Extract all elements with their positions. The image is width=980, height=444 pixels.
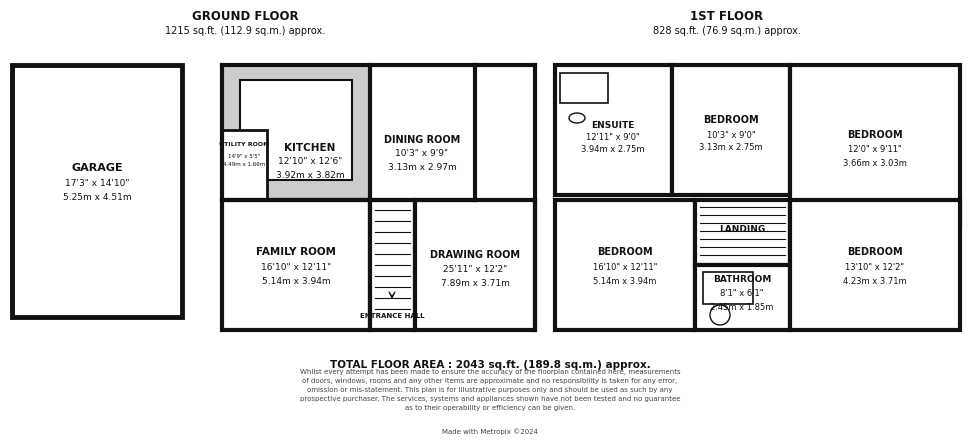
Text: 1ST FLOOR: 1ST FLOOR [691,11,763,24]
Text: 4.23m x 3.71m: 4.23m x 3.71m [843,277,906,285]
Bar [12,65,182,317]
Text: DINING ROOM: DINING ROOM [384,135,461,145]
Text: BEDROOM: BEDROOM [704,115,759,125]
Bar [672,65,790,195]
Bar [555,65,672,195]
Bar [222,65,370,203]
Text: GROUND FLOOR: GROUND FLOOR [192,11,298,24]
Text: 2.45m x 1.85m: 2.45m x 1.85m [710,302,773,312]
Text: ENSUITE: ENSUITE [591,120,635,130]
Text: TOTAL FLOOR AREA : 2043 sq.ft. (189.8 sq.m.) approx.: TOTAL FLOOR AREA : 2043 sq.ft. (189.8 sq… [329,360,651,370]
Bar [415,200,535,330]
Text: 4.49m x 1.66m: 4.49m x 1.66m [222,163,266,167]
Text: 5.25m x 4.51m: 5.25m x 4.51m [63,193,131,202]
Text: 7.89m x 3.71m: 7.89m x 3.71m [441,280,510,289]
Bar [370,200,415,330]
Text: 12'10" x 12'6": 12'10" x 12'6" [277,158,342,166]
Text: 1215 sq.ft. (112.9 sq.m.) approx.: 1215 sq.ft. (112.9 sq.m.) approx. [165,26,325,36]
Bar [790,65,960,225]
Text: 3.94m x 2.75m: 3.94m x 2.75m [581,146,645,155]
Bar [560,73,608,103]
Text: BEDROOM: BEDROOM [597,247,653,257]
Bar [222,200,370,330]
Text: 3.13m x 2.75m: 3.13m x 2.75m [699,143,762,152]
Text: 12'11" x 9'0": 12'11" x 9'0" [586,134,640,143]
Bar [703,272,753,304]
Text: 828 sq.ft. (76.9 sq.m.) approx.: 828 sq.ft. (76.9 sq.m.) approx. [653,26,801,36]
Ellipse shape [569,113,585,123]
Text: 16'10" x 12'11": 16'10" x 12'11" [593,262,658,271]
Text: UTILITY ROOM: UTILITY ROOM [219,143,270,147]
Text: 10'3" x 9'9": 10'3" x 9'9" [396,150,449,159]
Text: 8'1" x 6'1": 8'1" x 6'1" [720,289,763,298]
Bar [222,130,267,200]
Text: FAMILY ROOM: FAMILY ROOM [256,247,336,257]
Bar [695,265,790,330]
Text: 5.14m x 3.94m: 5.14m x 3.94m [262,277,330,285]
Text: GARAGE: GARAGE [72,163,122,173]
Text: LANDING: LANDING [719,226,765,234]
Text: Made with Metropix ©2024: Made with Metropix ©2024 [442,428,538,435]
Bar [790,200,960,330]
Text: ENTRANCE HALL: ENTRANCE HALL [360,313,424,319]
Text: 13'10" x 12'2": 13'10" x 12'2" [846,262,905,271]
Bar [695,200,790,265]
Text: 5.14m x 3.94m: 5.14m x 3.94m [593,277,657,285]
Text: BEDROOM: BEDROOM [847,130,903,140]
Text: 16'10" x 12'11": 16'10" x 12'11" [261,262,331,271]
Bar [240,80,352,180]
Text: Whilst every attempt has been made to ensure the accuracy of the floorplan conta: Whilst every attempt has been made to en… [300,369,680,411]
Circle shape [710,305,730,325]
Text: 12'0" x 9'11": 12'0" x 9'11" [848,146,902,155]
Text: 25'11" x 12'2": 25'11" x 12'2" [443,266,507,274]
Bar [555,200,695,330]
Text: BATHROOM: BATHROOM [712,275,771,285]
Text: 3.92m x 3.82m: 3.92m x 3.82m [275,171,344,181]
Text: KITCHEN: KITCHEN [284,143,336,153]
Text: DRAWING ROOM: DRAWING ROOM [430,250,520,260]
Text: 14'9" x 5'5": 14'9" x 5'5" [228,154,260,159]
Text: BEDROOM: BEDROOM [847,247,903,257]
Text: 17'3" x 14'10": 17'3" x 14'10" [65,178,129,187]
Text: 10'3" x 9'0": 10'3" x 9'0" [707,131,756,139]
Text: 3.66m x 3.03m: 3.66m x 3.03m [843,159,906,167]
Text: 3.13m x 2.97m: 3.13m x 2.97m [388,163,457,173]
